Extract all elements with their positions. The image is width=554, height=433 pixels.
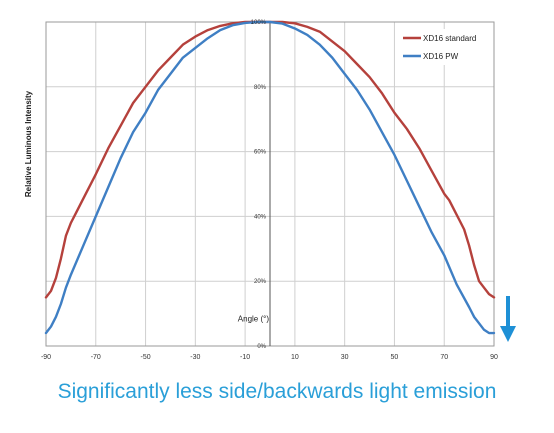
x-tick-label: 30 [341, 354, 349, 361]
legend-label-xd16-pw: XD16 PW [423, 52, 459, 61]
x-tick-label: -10 [240, 354, 250, 361]
y-tick-label: 100% [251, 20, 267, 26]
y-tick-label: 60% [254, 150, 267, 156]
caption: Significantly less side/backwards light … [57, 380, 497, 403]
y-tick-label: 0% [257, 344, 266, 350]
y-axis-title: Relative Luminous Intensity [24, 90, 33, 197]
x-tick-label: 50 [391, 354, 399, 361]
x-tick-label: -30 [190, 354, 200, 361]
legend-box [398, 29, 492, 65]
y-tick-label: 40% [254, 214, 267, 220]
x-axis-title: Angle (°) [238, 315, 270, 324]
x-tick-label: 10 [291, 354, 299, 361]
y-tick-label: 80% [254, 85, 267, 91]
x-tick-label: 70 [440, 354, 448, 361]
x-tick-label: 90 [490, 354, 498, 361]
y-tick-label: 20% [254, 279, 267, 285]
legend-label-xd16-standard: XD16 standard [423, 34, 476, 43]
series-line-xd16-pw [44, 20, 496, 335]
down-arrow-icon [500, 296, 516, 342]
x-tick-label: -50 [140, 354, 150, 361]
x-tick-label: -70 [91, 354, 101, 361]
x-tick-label: -90 [41, 354, 51, 361]
